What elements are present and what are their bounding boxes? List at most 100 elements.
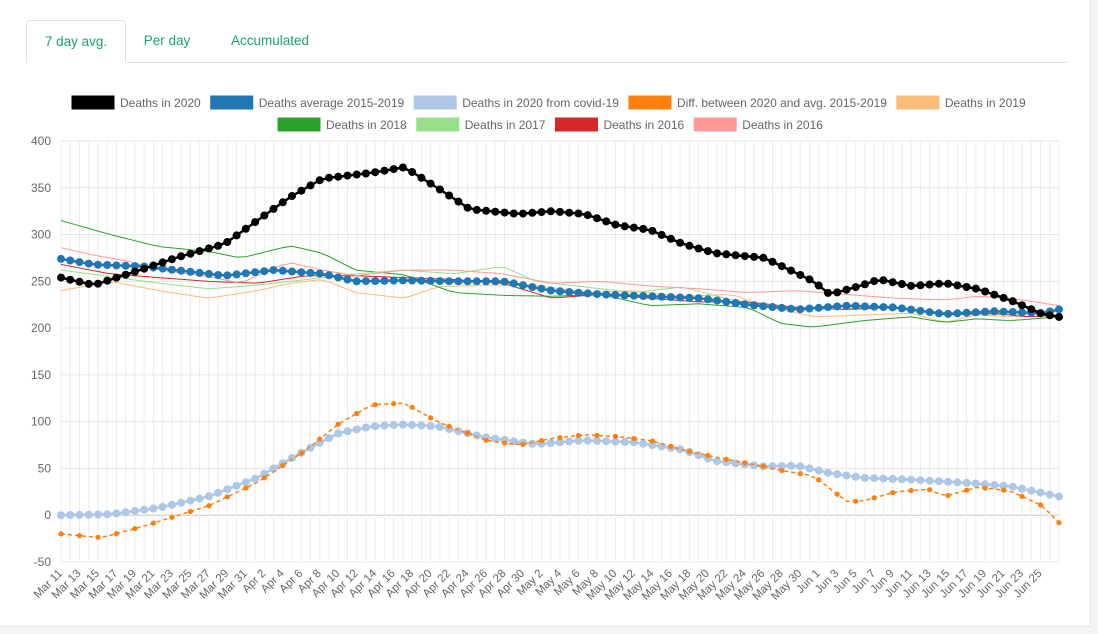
data-point <box>916 306 925 315</box>
data-point <box>409 404 415 410</box>
legend-item[interactable]: Deaths in 2017 <box>416 117 546 132</box>
data-point <box>629 438 638 447</box>
data-point <box>426 179 435 188</box>
data-point <box>814 281 823 290</box>
grid <box>60 140 1060 563</box>
data-point <box>306 181 315 190</box>
data-point <box>657 230 666 239</box>
data-point <box>631 435 637 442</box>
data-point <box>502 440 508 446</box>
data-point <box>1027 305 1036 314</box>
data-point <box>130 262 139 271</box>
data-point <box>251 474 260 483</box>
data-point <box>463 203 472 212</box>
data-point <box>648 441 657 450</box>
legend-item[interactable]: Deaths in 2020 <box>71 95 201 110</box>
legend-item[interactable]: Deaths in 2016 <box>554 117 685 132</box>
tab-accumulated[interactable]: Accumulated <box>230 33 310 48</box>
data-point <box>860 302 869 311</box>
data-point <box>251 268 260 277</box>
data-point <box>500 208 509 217</box>
data-point <box>408 420 417 429</box>
data-point <box>280 462 286 469</box>
data-point <box>169 514 175 520</box>
data-point <box>352 170 361 179</box>
data-point <box>990 290 999 299</box>
data-point <box>315 269 324 278</box>
data-point <box>760 463 766 469</box>
data-point <box>214 271 223 279</box>
data-point <box>593 436 601 445</box>
legend-item[interactable]: Deaths in 2019 <box>896 95 1026 110</box>
data-point <box>1055 305 1063 314</box>
data-point <box>796 271 805 279</box>
data-point <box>509 209 518 218</box>
data-point <box>334 172 343 181</box>
legend-item[interactable]: Deaths in 2016 <box>693 117 823 132</box>
data-point <box>583 436 592 445</box>
data-point <box>1055 492 1063 501</box>
data-point <box>150 520 156 526</box>
data-point <box>149 261 158 270</box>
data-point <box>158 258 167 267</box>
data-point <box>204 492 213 501</box>
data-point <box>639 224 648 233</box>
data-point <box>888 278 897 287</box>
data-point <box>556 287 564 296</box>
data-point <box>685 293 694 302</box>
data-point <box>297 268 306 277</box>
data-point <box>583 211 592 220</box>
series-deaths-in-2016 <box>60 247 1060 307</box>
data-point <box>814 466 823 475</box>
data-point <box>94 510 102 519</box>
data-point <box>611 437 620 446</box>
data-point <box>648 292 657 301</box>
data-point <box>158 264 167 273</box>
data-point <box>75 277 84 286</box>
data-point <box>574 288 583 297</box>
tab-per-day[interactable]: Per day <box>143 33 191 48</box>
data-point <box>925 280 934 289</box>
data-point <box>334 429 343 438</box>
legend-swatch <box>413 95 457 110</box>
data-point <box>1018 308 1026 317</box>
data-point <box>75 258 84 267</box>
data-point <box>934 279 943 288</box>
data-point <box>352 425 361 434</box>
data-point <box>84 259 93 268</box>
data-point <box>750 461 759 470</box>
legend-label: Deaths average 2015-2019 <box>259 96 405 110</box>
data-point <box>224 494 230 500</box>
data-point <box>981 480 990 489</box>
data-point <box>546 286 555 295</box>
data-point <box>241 478 250 487</box>
data-point <box>354 410 360 417</box>
data-point <box>269 266 278 275</box>
data-point <box>842 301 851 310</box>
data-point <box>428 415 434 421</box>
data-point <box>315 438 324 447</box>
data-point <box>371 422 380 431</box>
data-point <box>1008 297 1017 306</box>
y-tick-label: 350 <box>31 181 51 195</box>
legend-item[interactable]: Diff. between 2020 and avg. 2015-2019 <box>628 95 887 110</box>
data-point <box>897 280 906 288</box>
data-point <box>666 234 675 243</box>
legend-item[interactable]: Deaths average 2015-2019 <box>210 95 405 110</box>
data-point <box>76 533 83 539</box>
data-point <box>472 431 481 440</box>
data-point <box>833 470 842 479</box>
data-point <box>713 249 722 258</box>
data-point <box>149 504 158 513</box>
data-point <box>537 284 546 293</box>
data-point <box>297 186 306 195</box>
data-point <box>740 300 749 309</box>
data-point <box>851 472 860 481</box>
data-point <box>195 247 204 256</box>
y-tick-label: 100 <box>31 415 51 429</box>
tab-7-day-avg[interactable]: 7 day avg. <box>26 20 126 63</box>
legend-item[interactable]: Deaths in 2018 <box>277 117 407 132</box>
data-point <box>158 502 167 511</box>
legend-item[interactable]: Deaths in 2020 from covid-19 <box>413 95 619 110</box>
